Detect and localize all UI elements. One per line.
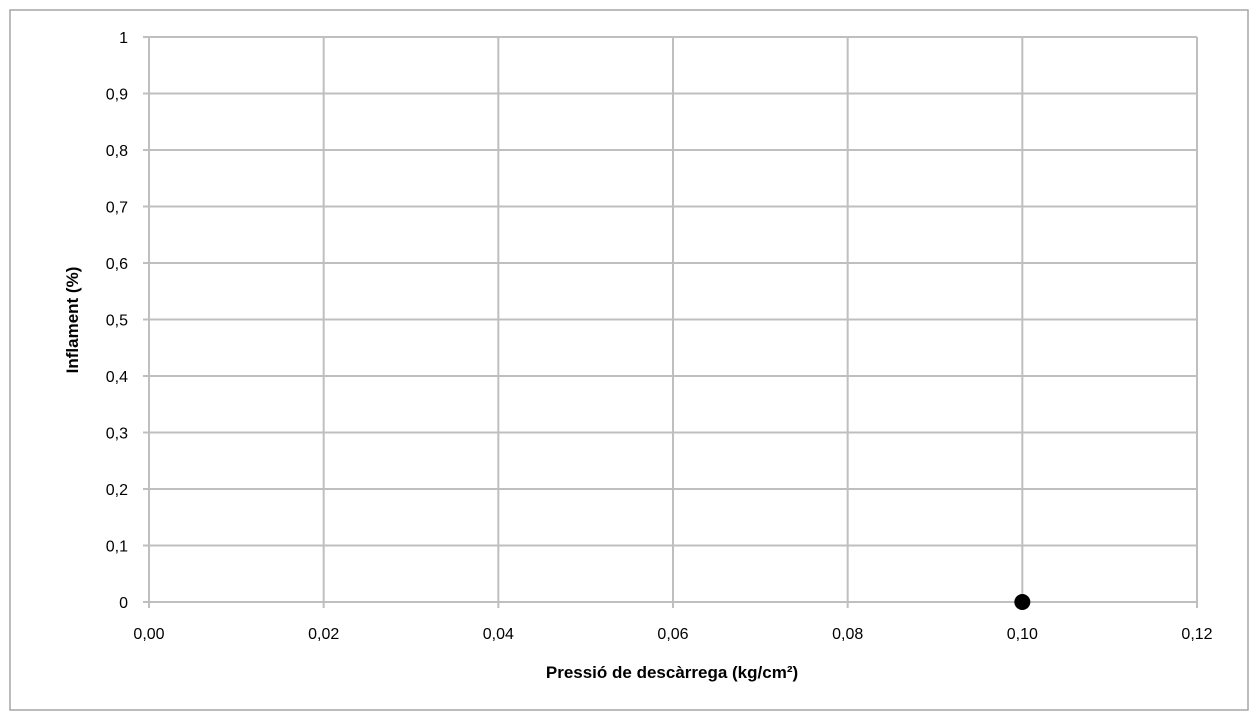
y-tick-label: 0,6 — [106, 256, 128, 273]
y-tick-label: 0,1 — [106, 539, 128, 556]
x-tick-label: 0,02 — [308, 626, 339, 643]
y-tick-label: 0,4 — [106, 369, 128, 386]
y-tick-labels: 0 0,1 0,2 0,3 0,4 0,5 0,6 0,7 0,8 0,9 1 — [106, 30, 128, 612]
x-axis-title: Pressió de descàrrega (kg/cm²) — [546, 663, 798, 682]
x-tick-labels: 0,00 0,02 0,04 0,06 0,08 0,10 0,12 — [133, 626, 1212, 643]
x-tick-label: 0,06 — [657, 626, 688, 643]
y-tick-label: 0,3 — [106, 426, 128, 443]
x-tick-label: 0,08 — [832, 626, 863, 643]
y-tick-label: 1 — [119, 30, 128, 47]
y-tick-label: 0,7 — [106, 200, 128, 217]
y-tick-label: 0 — [119, 595, 128, 612]
chart-frame — [9, 9, 1249, 711]
data-point — [1014, 594, 1031, 610]
x-tick-label: 0,12 — [1181, 626, 1212, 643]
gridlines — [149, 36, 1198, 602]
x-tick-label: 0,10 — [1007, 626, 1038, 643]
y-tick-label: 0,2 — [106, 482, 128, 499]
y-axis-title: Inflament (%) — [63, 267, 82, 374]
x-tick-label: 0,04 — [483, 626, 514, 643]
y-tick-label: 0,8 — [106, 143, 128, 160]
data-points — [1014, 594, 1031, 610]
y-tick-label: 0,5 — [106, 313, 128, 330]
y-tick-label: 0,9 — [106, 87, 128, 104]
x-tick-label: 0,00 — [133, 626, 164, 643]
